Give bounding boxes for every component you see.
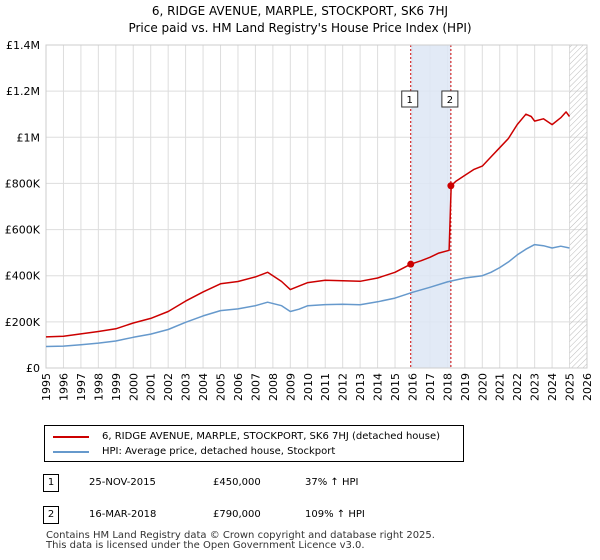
- sale-2-label: 2: [447, 95, 453, 106]
- x-tick-label: 2019: [459, 373, 472, 401]
- x-tick-label: 2004: [197, 373, 210, 401]
- x-tick-label: 2003: [180, 373, 193, 401]
- footer-copyright: Contains HM Land Registry data © Crown c…: [46, 530, 435, 541]
- y-tick-label: £1M: [17, 131, 41, 144]
- x-tick-label: 2018: [441, 373, 454, 401]
- chart-title-block: 6, RIDGE AVENUE, MARPLE, STOCKPORT, SK6 …: [0, 3, 600, 37]
- forecast-hatch: [569, 45, 587, 368]
- y-tick-label: £200K: [5, 316, 41, 329]
- y-tick-label: £400K: [5, 270, 41, 283]
- x-tick-label: 2005: [215, 373, 228, 401]
- hpi-line: [45, 243, 570, 348]
- y-tick-label: £800K: [5, 177, 41, 190]
- x-tick-label: 2017: [424, 373, 437, 401]
- sale-date: 16-MAR-2018: [89, 509, 157, 520]
- x-tick-label: 2000: [127, 373, 140, 401]
- property-price-line: [45, 111, 571, 338]
- sale-2-label-box: [441, 90, 459, 108]
- x-tick-label: 1998: [92, 373, 105, 401]
- sale-hpi-change: 109% ↑ HPI: [305, 509, 365, 520]
- x-tick-label: 1997: [75, 373, 88, 401]
- x-tick-label: 2011: [319, 373, 332, 401]
- y-tick-label: £1.4M: [6, 39, 40, 52]
- sale-2-point: [447, 182, 455, 190]
- plot-area: [46, 45, 587, 368]
- x-tick-label: 2023: [529, 373, 542, 401]
- x-tick-label: 2007: [249, 373, 262, 401]
- x-tick-label: 2024: [546, 373, 559, 401]
- sale-date: 25-NOV-2015: [89, 477, 156, 488]
- sale-price: £790,000: [213, 509, 261, 520]
- sale-hpi-change: 37% ↑ HPI: [305, 477, 359, 488]
- x-tick-label: 2013: [354, 373, 367, 401]
- sale-1-label: 1: [407, 95, 413, 106]
- x-tick-label: 2022: [511, 373, 524, 401]
- x-tick-label: 2006: [232, 373, 245, 401]
- footer: Contains HM Land Registry data © Crown c…: [46, 531, 435, 551]
- plot-frame: [45, 44, 588, 369]
- sale-price: £450,000: [213, 477, 261, 488]
- legend-swatch-property: [53, 436, 89, 438]
- sale-1-point: [407, 260, 415, 268]
- x-tick-label: 2012: [337, 373, 350, 401]
- y-tick-label: £1.2M: [6, 85, 40, 98]
- legend-swatch-hpi: [53, 451, 89, 453]
- y-tick-label: £600K: [5, 224, 41, 237]
- x-tick-label: 2025: [564, 373, 577, 401]
- x-tick-label: 2016: [406, 373, 419, 401]
- price-chart: 1 2 £0 £200K £400K £600K £800K £1M £1.2M £1.4M 19…: [5, 39, 594, 401]
- x-tick-label: 2001: [145, 373, 158, 401]
- x-tick-label: 2010: [302, 373, 315, 401]
- x-tick-label: 2002: [162, 373, 175, 401]
- x-tick-label: 2020: [476, 373, 489, 401]
- x-tick-label: 2014: [372, 373, 385, 401]
- sale-1-label-box: [401, 90, 419, 108]
- x-tick-label: 2021: [494, 373, 507, 401]
- x-tick-label: 2008: [267, 373, 280, 401]
- sale-number: 2: [43, 506, 59, 524]
- legend-label-property: 6, RIDGE AVENUE, MARPLE, STOCKPORT, SK6 …: [102, 431, 441, 442]
- legend: 6, RIDGE AVENUE, MARPLE, STOCKPORT, SK6 …: [44, 425, 464, 462]
- sale-number: 1: [43, 474, 59, 492]
- x-tick-label: 1995: [40, 373, 53, 401]
- footer-licence: This data is licensed under the Open Gov…: [46, 540, 365, 551]
- x-tick-label: 1999: [110, 373, 123, 401]
- legend-label-hpi: HPI: Average price, detached house, Stoc…: [102, 446, 336, 457]
- chart-title: 6, RIDGE AVENUE, MARPLE, STOCKPORT, SK6 …: [151, 4, 449, 18]
- x-tick-label: 1996: [57, 373, 70, 401]
- x-tick-label: 2026: [581, 373, 594, 401]
- chart-subtitle: Price paid vs. HM Land Registry's House …: [128, 21, 472, 35]
- x-tick-label: 2015: [389, 373, 402, 401]
- x-tick-label: 2009: [284, 373, 297, 401]
- y-tick-label: £0: [26, 362, 40, 375]
